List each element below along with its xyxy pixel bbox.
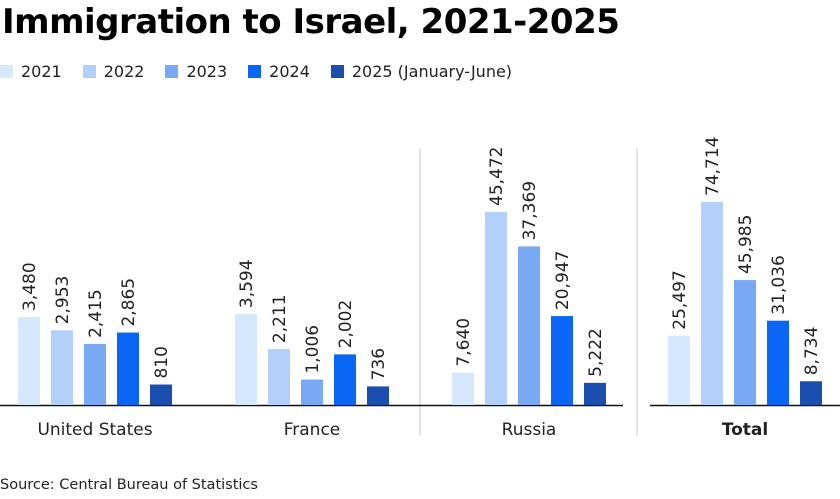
data-label: 31,036 (769, 255, 789, 314)
legend: 2021 2022 2023 2024 2025 (January-June) (0, 62, 533, 81)
bar (668, 335, 690, 405)
data-label: 1,006 (303, 325, 323, 374)
bar (551, 316, 573, 405)
legend-item: 2022 (82, 62, 145, 81)
data-label: 2,211 (270, 294, 290, 343)
data-label: 2,415 (86, 289, 106, 338)
data-label: 3,480 (20, 262, 40, 311)
bar (452, 372, 474, 405)
bar (701, 202, 723, 405)
bar (235, 314, 257, 405)
legend-swatch (165, 65, 179, 78)
bar (734, 280, 756, 405)
legend-label: 2023 (186, 62, 228, 81)
bar (301, 379, 323, 405)
bar (117, 332, 139, 405)
legend-item: 2023 (165, 62, 227, 81)
legend-item: 2021 (0, 62, 62, 81)
data-label: 74,714 (703, 137, 723, 196)
bar (767, 320, 789, 405)
data-label: 8,734 (802, 327, 822, 376)
data-label: 3,594 (237, 259, 257, 308)
bar (485, 212, 507, 405)
legend-label: 2025 (January-June) (351, 62, 513, 81)
source-note: Source: Central Bureau of Statistics (0, 477, 258, 493)
legend-label: 2022 (103, 62, 145, 81)
legend-swatch (248, 65, 262, 78)
data-label: 2,865 (119, 278, 139, 327)
legend-label: 2024 (269, 62, 310, 81)
data-label: 810 (152, 346, 172, 378)
bar (18, 317, 40, 405)
bar (268, 349, 290, 405)
chart-title: Immigration to Israel, 2021-2025 (2, 2, 620, 42)
legend-item: 2024 (248, 62, 310, 81)
bar (150, 384, 172, 405)
bar (334, 354, 356, 405)
legend-label: 2021 (21, 62, 62, 81)
data-label: 37,369 (520, 181, 540, 240)
data-label: 736 (369, 348, 389, 380)
legend-swatch (82, 65, 96, 78)
bar (51, 330, 73, 405)
x-tick-label: France (284, 420, 341, 440)
bar (800, 381, 822, 405)
data-label: 2,953 (53, 276, 73, 325)
legend-swatch (330, 65, 344, 78)
data-label: 7,640 (454, 318, 474, 367)
bar (584, 382, 606, 405)
bar (84, 343, 106, 405)
x-tick-label: Total (722, 420, 768, 440)
data-label: 45,472 (487, 147, 507, 206)
data-label: 2,002 (336, 300, 356, 349)
bar (367, 386, 389, 405)
data-label: 45,985 (736, 215, 756, 274)
data-label: 20,947 (553, 251, 573, 310)
legend-swatch (0, 65, 13, 78)
bar (518, 246, 540, 405)
x-tick-label: Russia (502, 420, 557, 440)
data-label: 25,497 (670, 270, 690, 329)
legend-item: 2025 (January-June) (330, 62, 513, 81)
data-label: 5,222 (586, 328, 606, 377)
x-tick-label: United States (37, 420, 152, 440)
